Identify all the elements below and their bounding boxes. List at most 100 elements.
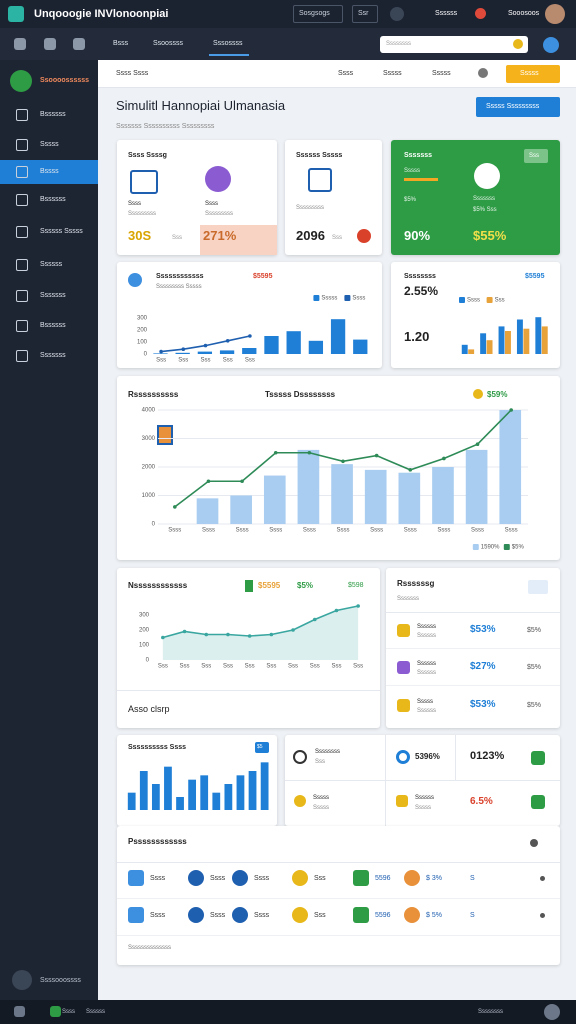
sidebar-item[interactable]: Sssssss — [40, 292, 66, 299]
line-point — [182, 629, 187, 634]
y-tick-label: 100 — [137, 340, 148, 346]
list-row-icon — [397, 624, 410, 637]
top-button[interactable] — [352, 5, 378, 23]
nav-icon — [14, 38, 26, 50]
toolbar-item[interactable]: Sssss — [383, 70, 402, 77]
line-point — [226, 632, 230, 637]
list-row-sub: Ssssss — [417, 670, 437, 676]
list-row-sub: Ssssss — [417, 633, 437, 639]
x-tick-label: Sss — [331, 664, 341, 670]
top-button-label[interactable]: Sosgsogs — [299, 10, 330, 17]
sidebar-item[interactable]: Ssssss Sssss — [40, 228, 83, 235]
list-title: Rssssssg — [397, 579, 435, 588]
sidebar-item[interactable]: Sssssss — [40, 352, 66, 359]
chart-footer: Asso clsrp — [128, 704, 170, 714]
search-box[interactable] — [380, 36, 528, 53]
x-tick-label: Sss — [158, 664, 168, 670]
list-row-change: $5% — [527, 664, 542, 671]
bar — [200, 775, 209, 810]
bar — [486, 340, 493, 354]
sidebar-icon — [16, 350, 28, 362]
table-search — [530, 839, 538, 847]
chart: 0 100 200 300 Sss Sss Sss Sss Sss Sssss Ssss — [137, 295, 368, 364]
chart: 0 100 200 300 Sss Sss Sss Sss Sss Sss Sss Sss Sss Sss — [139, 604, 363, 670]
line-point — [161, 635, 165, 640]
sidebar-item[interactable]: Bssssss — [40, 196, 66, 203]
divider — [117, 690, 380, 691]
legend-swatch — [503, 544, 510, 550]
x-tick-label: Sss — [310, 664, 320, 670]
toolbar-item[interactable]: Sssss — [432, 70, 451, 77]
header-button[interactable] — [476, 97, 560, 117]
header-button-label[interactable]: Sssss Sssssssss — [486, 103, 540, 110]
toolbar-button-label[interactable]: Sssss — [520, 70, 539, 77]
row-chevron — [540, 913, 545, 918]
x-tick-label: Sss — [201, 664, 211, 670]
toolbar-button[interactable] — [506, 65, 560, 83]
y-tick-label: 0 — [146, 658, 150, 664]
kpi-note: Sss — [172, 235, 183, 241]
sidebar-item[interactable]: Sssss — [40, 141, 59, 148]
account-label[interactable]: Sooosoos — [508, 10, 540, 17]
search-placeholder[interactable]: Ssssssss — [386, 41, 412, 47]
list-subtitle: Sssssss — [397, 596, 420, 602]
line-point — [442, 456, 446, 461]
status-dot — [475, 8, 486, 19]
bar — [242, 348, 257, 354]
chart-note: $5595 — [253, 273, 273, 280]
kpi-title: Sssssss — [404, 152, 433, 159]
table-icon — [353, 907, 369, 923]
table-cell: Ssss — [254, 912, 270, 919]
chart-note: $59% — [487, 390, 508, 399]
legend-swatch — [472, 544, 479, 550]
divider — [285, 780, 560, 781]
kpi-icon — [474, 163, 500, 189]
top-button-label[interactable]: Ssr — [358, 10, 369, 17]
stats-sub: Sssss — [313, 805, 330, 811]
bar — [297, 449, 320, 524]
divider — [117, 862, 560, 863]
chart-title: Rssssssssss — [128, 390, 179, 399]
sidebar-icon — [16, 320, 28, 332]
chart-card — [117, 568, 380, 728]
kpi-icon — [308, 168, 332, 192]
chart: Ssss Sss — [459, 297, 548, 354]
table-cell: $ 3% — [426, 875, 442, 882]
line-point — [225, 339, 230, 343]
sidebar-item[interactable]: Bssssss — [40, 111, 66, 118]
y-tick-label: 100 — [139, 643, 150, 649]
bottom-label: Ssssssss — [478, 1009, 504, 1015]
chart: 0 1000 2000 3000 4000 Ssss Ssss Ssss Ssss Ssss Sss… — [142, 408, 528, 551]
line-point — [240, 479, 244, 484]
user-label[interactable]: Ssssss — [435, 10, 458, 17]
y-tick-label: 300 — [137, 316, 148, 322]
kpi-value: $55% — [473, 228, 507, 243]
bar — [236, 775, 245, 810]
bar — [398, 472, 421, 524]
table-cell: Ssss — [150, 912, 166, 919]
chart-badge — [157, 425, 173, 445]
nav-tab[interactable]: Ssoossss — [153, 40, 183, 47]
bar — [353, 339, 368, 354]
toolbar-search — [478, 68, 488, 78]
kpi-label: $5% Sss — [473, 207, 497, 213]
sidebar-icon — [16, 290, 28, 302]
top-button[interactable] — [293, 5, 343, 23]
toolbar-item[interactable]: Ssss — [338, 70, 354, 77]
bar — [432, 467, 454, 524]
sidebar-item[interactable]: Bssss — [40, 168, 59, 175]
sidebar-icon — [16, 139, 28, 151]
bar — [535, 317, 542, 354]
nav-tab[interactable]: Sssossss — [213, 40, 243, 47]
legend-label: Sss — [495, 298, 505, 304]
chart-title: Ssssssssssss — [156, 273, 204, 280]
toolbar-item[interactable]: Ssss Ssss — [116, 70, 149, 77]
table-icon — [128, 907, 144, 923]
line-point — [312, 617, 317, 622]
nav-tab[interactable]: Bsss — [113, 40, 129, 47]
table-cell: Sss — [314, 875, 326, 882]
sidebar-item[interactable]: Bssssss — [40, 322, 66, 329]
y-tick-label: 1000 — [142, 493, 156, 499]
line-point — [374, 453, 379, 458]
sidebar-item[interactable]: Ssssss — [40, 261, 63, 268]
